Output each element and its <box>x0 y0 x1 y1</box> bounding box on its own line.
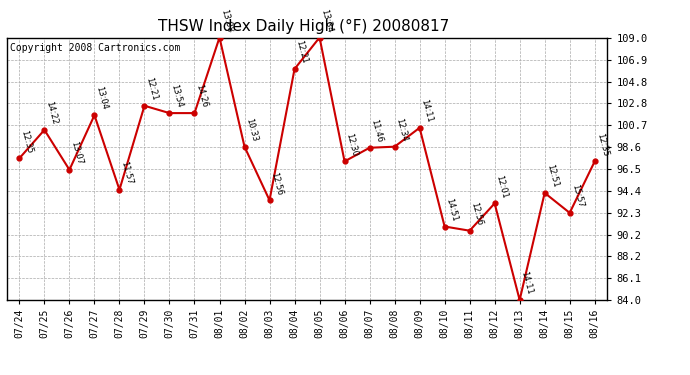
Text: 13:04: 13:04 <box>95 86 109 111</box>
Text: 15:57: 15:57 <box>570 183 584 209</box>
Text: Copyright 2008 Cartronics.com: Copyright 2008 Cartronics.com <box>10 43 180 53</box>
Text: 11:46: 11:46 <box>370 118 384 144</box>
Text: 13:08: 13:08 <box>219 8 235 33</box>
Text: 12:30: 12:30 <box>344 132 359 157</box>
Text: 13:54: 13:54 <box>170 84 184 109</box>
Text: 12:56: 12:56 <box>270 171 284 196</box>
Text: 14:11: 14:11 <box>520 271 535 296</box>
Text: 12:34: 12:34 <box>395 117 409 142</box>
Text: 11:57: 11:57 <box>119 160 135 186</box>
Text: 12:56: 12:56 <box>470 201 484 226</box>
Text: 12:21: 12:21 <box>295 40 309 65</box>
Text: 14:11: 14:11 <box>420 98 435 124</box>
Text: 14:51: 14:51 <box>444 197 460 222</box>
Text: 12:01: 12:01 <box>495 174 509 199</box>
Text: 12:35: 12:35 <box>595 132 609 157</box>
Text: 12:35: 12:35 <box>19 129 34 154</box>
Text: 10:33: 10:33 <box>244 117 259 142</box>
Text: THSW Index Daily High (°F) 20080817: THSW Index Daily High (°F) 20080817 <box>158 19 449 34</box>
Text: 13:34: 13:34 <box>319 8 335 33</box>
Text: 13:07: 13:07 <box>70 140 84 166</box>
Text: 14:26: 14:26 <box>195 84 209 109</box>
Text: 12:21: 12:21 <box>144 76 159 102</box>
Text: 12:51: 12:51 <box>544 164 560 189</box>
Text: 14:22: 14:22 <box>44 100 59 126</box>
